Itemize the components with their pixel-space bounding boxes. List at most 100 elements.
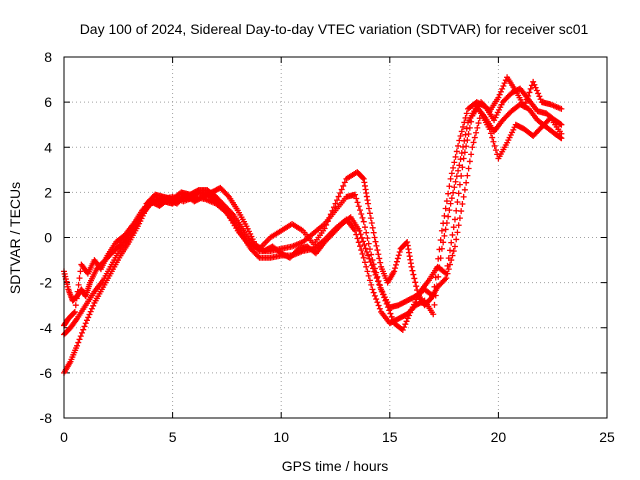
point-track-1-2-3 — [77, 333, 84, 340]
point-track-2-33-4 — [365, 240, 372, 247]
point-track-3-38-6 — [396, 249, 403, 256]
plot-frame — [63, 56, 608, 419]
x-tick-label-2: 10 — [273, 429, 289, 445]
point-track-3-49-3 — [473, 129, 480, 136]
point-track-4-39-4 — [387, 310, 394, 317]
y-axis-label: SDTVAR / TECUs — [7, 182, 23, 294]
point-track-1-32-3 — [355, 239, 362, 246]
point-track-4-37-2 — [367, 258, 374, 265]
point-track-4-41-6 — [407, 309, 414, 316]
point-track-1-3-1 — [83, 317, 90, 324]
point-track-1-33-5 — [366, 277, 373, 284]
point-track-3-57-6 — [546, 116, 553, 123]
point-track-3-47-2 — [454, 229, 461, 236]
point-track-1-32-4 — [357, 243, 364, 250]
point-track-2-42-0 — [438, 227, 445, 234]
point-track-3-29-2 — [324, 218, 331, 225]
point-track-2-43-3 — [451, 159, 458, 166]
point-track-4-47-5 — [458, 172, 465, 179]
point-track-2-44-4 — [461, 119, 468, 126]
point-track-3-30-1 — [334, 197, 341, 204]
point-track-1-2-1 — [75, 339, 82, 346]
point-track-2-43-0 — [447, 175, 454, 182]
y-tick-label-5: 2 — [44, 184, 52, 200]
point-track-4-41-3 — [403, 318, 410, 325]
point-track-2-44-5 — [462, 114, 469, 121]
point-track-3-38-1 — [392, 265, 399, 272]
point-track-1-34-3 — [373, 296, 380, 303]
x-tick-label-3: 15 — [382, 429, 398, 445]
point-track-3-48-4 — [465, 165, 472, 172]
point-track-3-41-4 — [412, 279, 419, 286]
point-track-2-44-0 — [456, 137, 463, 144]
point-track-4-38-5 — [379, 291, 386, 298]
point-track-4-47-6 — [459, 164, 466, 171]
point-track-1-42-3 — [442, 226, 449, 233]
point-track-4-38-2 — [376, 281, 383, 288]
y-tick-label-2: -4 — [40, 320, 53, 336]
x-tick-label-4: 20 — [491, 429, 507, 445]
point-track-3-51-0 — [486, 126, 493, 133]
point-track-4-41-5 — [406, 312, 413, 319]
point-track-3-29-0 — [321, 225, 328, 232]
point-track-1-41-1 — [431, 301, 438, 308]
point-track-1-33-1 — [361, 259, 368, 266]
point-track-1-22-6 — [255, 253, 262, 260]
point-track-2-41-5 — [436, 246, 443, 253]
point-track-4-55-1 — [522, 100, 529, 107]
point-track-4-52-5 — [501, 80, 508, 87]
point-track-1-43-2 — [450, 189, 457, 196]
point-track-3-41-1 — [409, 267, 416, 274]
point-track-4-45-6 — [442, 269, 449, 276]
point-track-2-32-2 — [354, 199, 361, 206]
point-track-3-51-5 — [492, 147, 499, 154]
point-track-1-2-2 — [76, 336, 83, 343]
series-track-2 — [61, 85, 565, 338]
point-track-3-41-2 — [410, 271, 417, 278]
point-track-3-49-5 — [475, 120, 482, 127]
chart-title: Day 100 of 2024, Sidereal Day-to-day VTE… — [80, 21, 589, 37]
point-track-4-46-1 — [444, 262, 451, 269]
point-track-3-34-1 — [366, 205, 373, 212]
point-track-3-48-3 — [464, 172, 471, 179]
point-track-3-38-3 — [393, 258, 400, 265]
point-track-3-34-3 — [367, 215, 374, 222]
point-track-3-47-0 — [451, 243, 458, 250]
point-track-1-43-4 — [452, 178, 459, 185]
point-track-2-33-3 — [364, 235, 371, 242]
point-track-3-30-4 — [338, 186, 345, 193]
point-track-4-55-2 — [523, 96, 530, 103]
point-track-1-43-6 — [455, 167, 462, 174]
point-track-4-41-0 — [399, 327, 406, 334]
point-track-4-48-3 — [464, 137, 471, 144]
point-track-4-39-6 — [389, 317, 396, 324]
point-track-4-2-6 — [77, 268, 84, 275]
x-axis-label: GPS time / hours — [282, 458, 389, 474]
point-track-4-48-4 — [465, 131, 472, 138]
point-track-4-36-3 — [360, 238, 367, 245]
point-track-2-41-6 — [437, 237, 444, 244]
point-track-2-32-5 — [358, 210, 365, 217]
point-track-4-36-1 — [357, 231, 364, 238]
point-track-4-39-5 — [388, 313, 395, 320]
point-track-3-51-1 — [487, 130, 494, 137]
point-track-4-37-5 — [371, 268, 378, 275]
point-track-1-33-6 — [368, 281, 375, 288]
point-track-1-43-3 — [451, 184, 458, 191]
point-track-1-43-1 — [448, 195, 455, 202]
point-track-3-59-0 — [558, 130, 565, 137]
data-series — [61, 74, 565, 376]
point-track-1-2-0 — [74, 342, 81, 349]
point-track-2-44-3 — [460, 123, 467, 130]
point-track-3-38-5 — [395, 252, 402, 259]
point-track-4-41-1 — [401, 324, 408, 331]
point-track-1-34-5 — [375, 302, 382, 309]
point-track-4-55-5 — [527, 85, 534, 92]
series-track-3 — [61, 110, 565, 309]
point-track-3-46-2 — [445, 266, 452, 273]
point-track-4-36-0 — [356, 227, 363, 234]
point-track-4-41-4 — [404, 315, 411, 322]
point-track-3-47-1 — [453, 236, 460, 243]
point-track-4-46-3 — [446, 247, 453, 254]
